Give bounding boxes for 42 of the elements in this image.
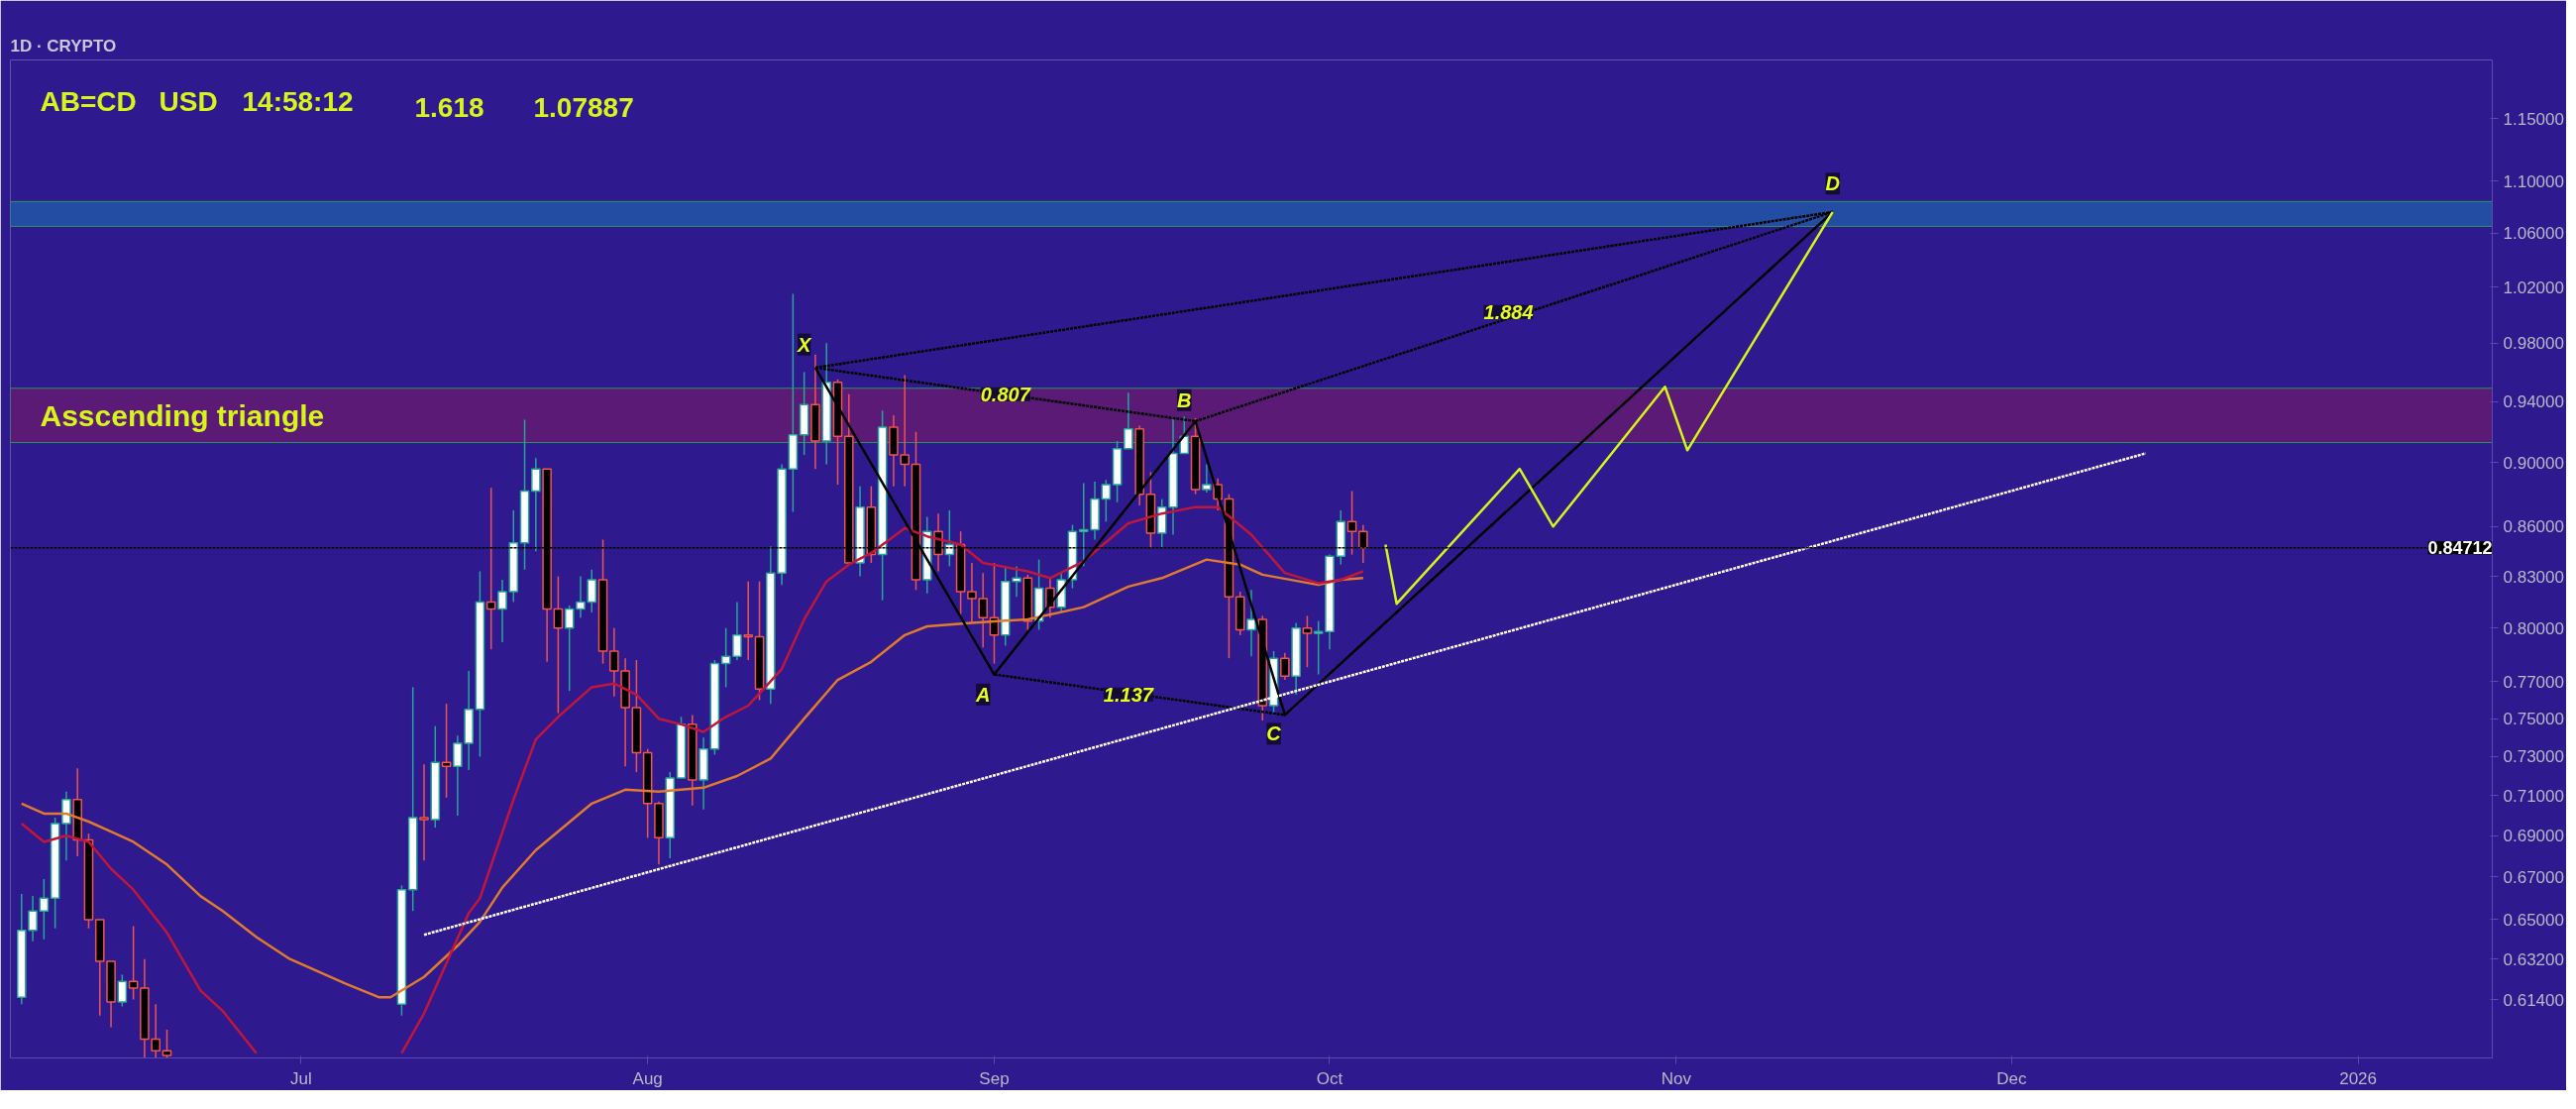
annotation: USD <box>159 85 218 117</box>
annotation: D <box>1825 172 1840 195</box>
y-tick-label: 0.83000 <box>2503 567 2564 587</box>
y-tick-label: 0.77000 <box>2503 672 2564 692</box>
y-tick-label: 0.75000 <box>2503 710 2564 729</box>
annotation: X <box>796 333 812 356</box>
y-tick-label: 0.67000 <box>2503 867 2564 887</box>
x-tick-label: Dec <box>1996 1068 2027 1088</box>
annotation: 0.807 <box>980 383 1031 405</box>
y-tick-label: 0.69000 <box>2503 827 2564 846</box>
y-tick-label: 0.63200 <box>2503 949 2564 969</box>
y-tick-label: 0.98000 <box>2503 334 2564 354</box>
x-tick-label: Jul <box>290 1068 312 1088</box>
x-tick-label: Nov <box>1661 1068 1692 1088</box>
y-tick-label: 1.02000 <box>2503 277 2564 297</box>
y-tick-label: 0.73000 <box>2503 747 2564 767</box>
y-tick-label: 1.15000 <box>2503 109 2564 129</box>
annotation: B <box>1177 388 1192 411</box>
y-tick-label: 1.10000 <box>2503 171 2564 191</box>
annotation: 1.137 <box>1103 683 1154 706</box>
y-tick-label: 0.94000 <box>2503 392 2564 412</box>
y-tick-label: 0.71000 <box>2503 786 2564 806</box>
y-tick-label: 0.86000 <box>2503 517 2564 537</box>
y-tick-label: 0.80000 <box>2503 618 2564 638</box>
chart-title: 1D · CRYPTO <box>10 36 117 55</box>
ref-line-label: 0.84712 <box>2427 538 2493 559</box>
band-label: Asscending triangle <box>40 398 325 432</box>
y-tick-label: 1.06000 <box>2503 224 2564 244</box>
annotation: C <box>1266 722 1282 745</box>
annotation: AB=CD <box>40 85 137 117</box>
y-tick-label: 0.61400 <box>2503 990 2564 1010</box>
x-tick-label: Aug <box>632 1068 663 1088</box>
annotation: A <box>974 683 991 706</box>
x-tick-label: 2026 <box>2339 1068 2378 1088</box>
annotation: 14:58:12 <box>242 85 354 117</box>
x-tick-label: Sep <box>979 1068 1010 1088</box>
y-tick-label: 0.90000 <box>2503 453 2564 473</box>
y-tick-label: 0.65000 <box>2503 910 2564 930</box>
annotation: 1.07887 <box>533 91 634 123</box>
x-tick-label: Oct <box>1316 1068 1343 1088</box>
annotation: 1.884 <box>1483 300 1534 323</box>
annotation: 1.618 <box>414 91 484 123</box>
